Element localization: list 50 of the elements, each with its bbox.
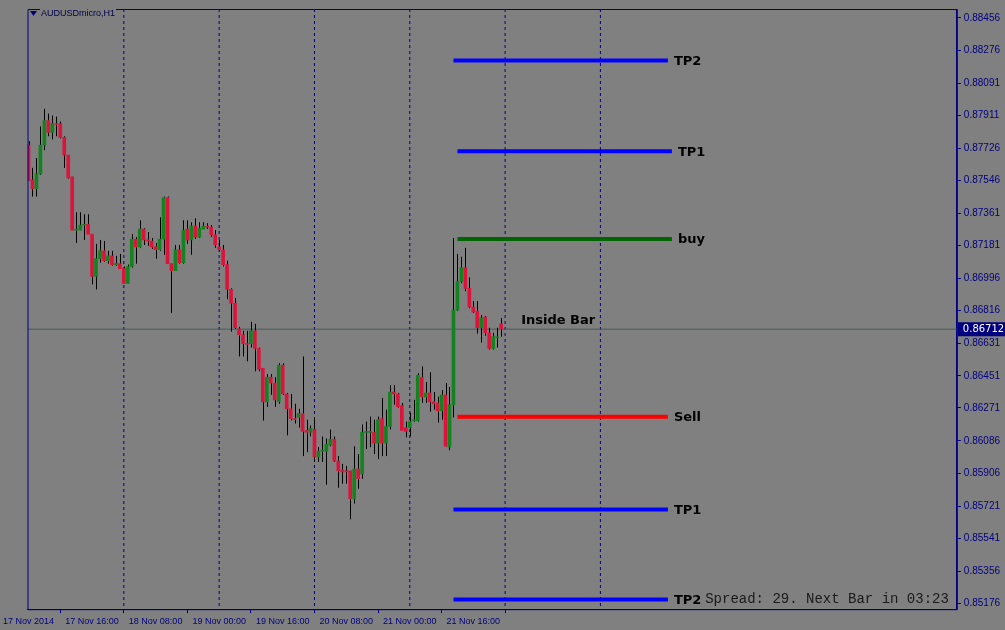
candlestick [241,330,245,357]
annotation: Inside Bar [521,312,596,328]
x-tick-label: 17 Nov 16:00 [65,616,119,627]
x-tick-label: 19 Nov 00:00 [192,616,246,627]
candlestick [102,240,106,263]
candlestick [419,365,424,404]
candlestick [253,323,257,372]
y-tick-label: 0.86451 [963,369,1001,381]
y-tick-label: 0.86996 [963,272,1001,284]
candlestick [268,373,273,396]
y-tick-label: 0.85721 [963,499,1001,511]
ref-line-label: 0.86712 [962,322,1005,334]
y-tick-label: 0.86816 [963,304,1001,316]
x-tick-label: 21 Nov 00:00 [383,616,437,627]
y-tick-label: 0.88091 [963,76,1001,88]
y-tick-label: 0.87546 [963,174,1001,186]
chart-title: AUDUSDmicro,H1 [40,8,117,18]
y-tick-label: 0.87361 [963,207,1001,219]
x-tick-label: 19 Nov 16:00 [255,616,310,627]
candlestick [272,376,277,408]
series-label: TP2 [673,591,702,607]
x-tick-label: 21 Nov 16:00 [446,616,501,627]
y-tick-label: 0.85906 [963,466,1001,478]
series-label: TP2 [673,52,702,68]
candlestick [372,419,376,455]
y-tick-label: 0.85541 [963,531,1001,543]
candlestick [245,330,249,362]
y-tick-label: 0.88456 [963,11,1001,23]
y-tick-label: 0.87911 [963,108,1000,120]
x-tick-label: 18 Nov 08:00 [128,616,183,627]
candlestick [479,314,484,344]
series-label: Sell [673,409,702,424]
series-label: TP1 [677,143,706,159]
annotation: Spread: 29. Next Bar in 03:23 [705,590,949,607]
y-tick-label: 0.88276 [963,43,1001,55]
y-tick-label: 0.87181 [963,239,1001,251]
candlestick [133,236,138,265]
y-tick-label: 0.85176 [963,597,1001,609]
y-tick-label: 0.86271 [963,401,1001,413]
x-tick-label: 20 Nov 08:00 [319,616,374,627]
series-label: buy [677,231,706,247]
y-tick-label: 0.85356 [963,564,1001,576]
y-tick-label: 0.86086 [963,434,1001,446]
series-label: TP1 [673,501,702,517]
x-tick-label: 17 Nov 2014 [3,616,55,627]
candlestick [368,416,372,448]
candlestick [356,453,360,490]
y-tick-label: 0.86631 [963,337,1001,349]
y-tick-label: 0.87726 [963,141,1001,153]
candlestick [94,243,98,290]
